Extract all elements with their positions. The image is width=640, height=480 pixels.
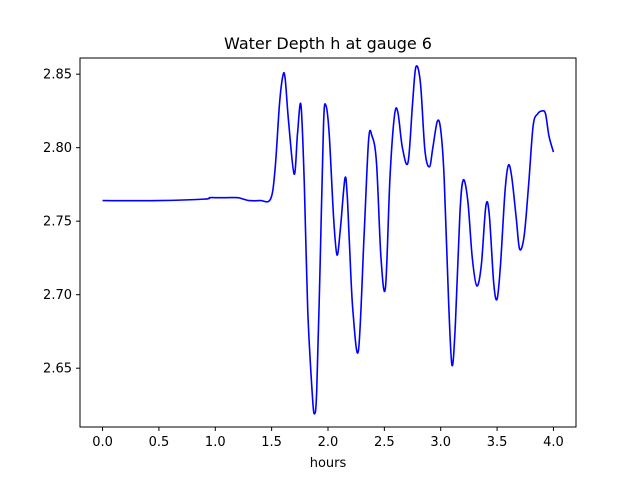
y-tick-label: 2.70 — [43, 288, 72, 303]
y-tick-label: 2.80 — [43, 141, 72, 156]
x-tick-label: 0.0 — [92, 435, 113, 450]
y-axis: 2.65 2.70 2.75 2.80 2.85 — [43, 68, 80, 377]
x-tick-label: 2.5 — [374, 435, 395, 450]
x-axis: 0.0 0.5 1.0 1.5 2.0 2.5 3.0 3.5 4.0 — [92, 427, 564, 450]
x-axis-label: hours — [310, 456, 347, 471]
x-tick-label: 3.5 — [487, 435, 508, 450]
axes-frame — [79, 57, 577, 428]
x-tick-label: 2.0 — [318, 435, 339, 450]
y-tick-label: 2.85 — [43, 68, 72, 83]
y-tick-label: 2.65 — [43, 362, 72, 377]
plot-area — [102, 65, 555, 415]
x-tick-label: 1.5 — [261, 435, 282, 450]
x-tick-label: 0.5 — [149, 435, 170, 450]
chart-title: Water Depth h at gauge 6 — [224, 34, 432, 53]
x-tick-label: 3.0 — [430, 435, 451, 450]
series-line-0 — [102, 65, 555, 415]
x-tick-label: 1.0 — [205, 435, 226, 450]
y-tick-label: 2.75 — [43, 215, 72, 230]
x-tick-label: 4.0 — [543, 435, 564, 450]
